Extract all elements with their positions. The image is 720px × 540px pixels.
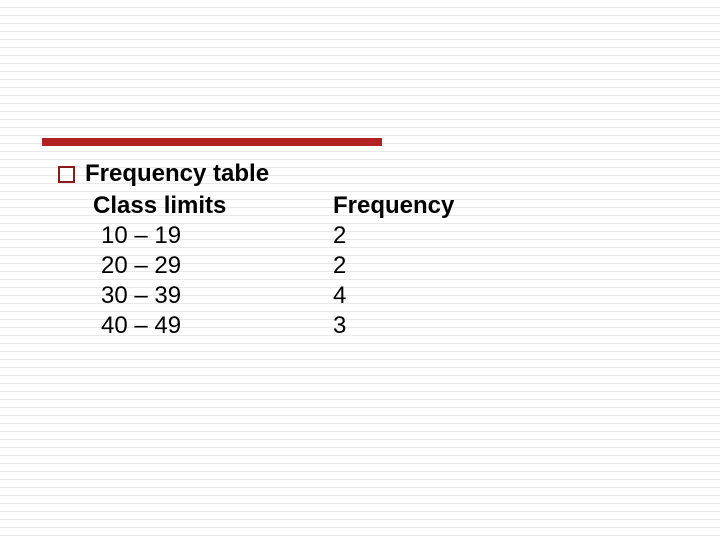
cell-frequency: 2 <box>333 252 533 280</box>
cell-class-limits: 40 – 49 <box>93 312 333 340</box>
table-row: 40 – 49 3 <box>93 312 533 340</box>
frequency-table: Class limits Frequency 10 – 19 2 20 – 29… <box>93 192 533 340</box>
cell-class-limits: 30 – 39 <box>93 282 333 310</box>
header-frequency: Frequency <box>333 192 533 220</box>
cell-frequency: 3 <box>333 312 533 340</box>
table-row: 30 – 39 4 <box>93 282 533 310</box>
cell-frequency: 2 <box>333 222 533 250</box>
table-row: 10 – 19 2 <box>93 222 533 250</box>
table-row: 20 – 29 2 <box>93 252 533 280</box>
slide-content: Frequency table Class limits Frequency 1… <box>58 160 533 342</box>
title-row: Frequency table <box>58 160 533 188</box>
slide-title: Frequency table <box>85 160 269 188</box>
table-header-row: Class limits Frequency <box>93 192 533 220</box>
cell-class-limits: 20 – 29 <box>93 252 333 280</box>
cell-frequency: 4 <box>333 282 533 310</box>
cell-class-limits: 10 – 19 <box>93 222 333 250</box>
accent-bar <box>42 138 382 146</box>
square-bullet-icon <box>58 166 75 183</box>
header-class-limits: Class limits <box>93 192 333 220</box>
